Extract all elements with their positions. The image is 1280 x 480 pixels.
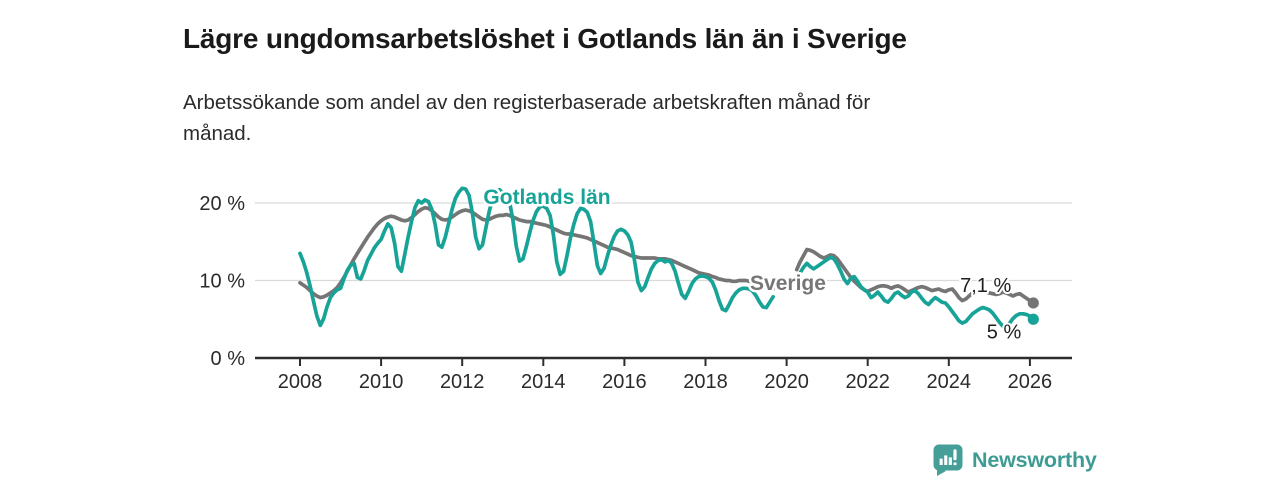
y-tick-label-20: 20 % [199,193,245,215]
series-end-dot-sverige [1027,297,1039,309]
subtitle-line-1: Arbetssökande som andel av den registerb… [183,90,871,114]
y-tick-label-0: 0 % [211,348,246,370]
x-tick-label-2008: 2008 [278,371,323,393]
x-tick-label-2016: 2016 [602,371,647,393]
newsworthy-logo-text: Newsworthy [972,447,1097,472]
bar-chart-speech-bubble-icon [933,444,963,476]
x-tick-label-2026: 2026 [1008,371,1053,393]
series-end-value-label-sverige: 7,1 % [960,275,1011,297]
x-tick-label-2020: 2020 [764,371,809,393]
x-tick-label-2014: 2014 [521,371,566,393]
series-name-label-gotlands-l-n: Gotlands län [483,186,610,209]
gridlines-layer [255,202,1072,282]
series-end-dot-gotlands-l-n [1027,313,1039,325]
series-end-value-label-gotlands-l-n: 5 % [987,321,1022,343]
x-tick-label-2018: 2018 [683,371,728,393]
subtitle-line-2: månad. [183,121,252,145]
newsworthy-branding: Newsworthy [933,444,1097,476]
series-line-gotlands-l-n [298,186,1036,329]
x-tick-label-2010: 2010 [359,371,404,393]
x-tick-label-2022: 2022 [845,371,890,393]
axis-layer [255,356,1072,366]
x-tick-label-2024: 2024 [927,371,972,393]
series-name-label-sverige: Sverige [750,272,826,295]
x-tick-label-2012: 2012 [440,371,485,393]
series-lines-layer [298,186,1039,329]
chart-subtitle: Arbetssökande som andel av den registerb… [183,87,870,149]
y-tick-label-10: 10 % [199,271,245,293]
chart-labels-layer: 0 % 10 % 20 % 2008 2010 2012 2014 2016 2018 2020 2… [199,184,1053,394]
page-title: Lägre ungdomsarbetslöshet i Gotlands län… [183,22,907,54]
